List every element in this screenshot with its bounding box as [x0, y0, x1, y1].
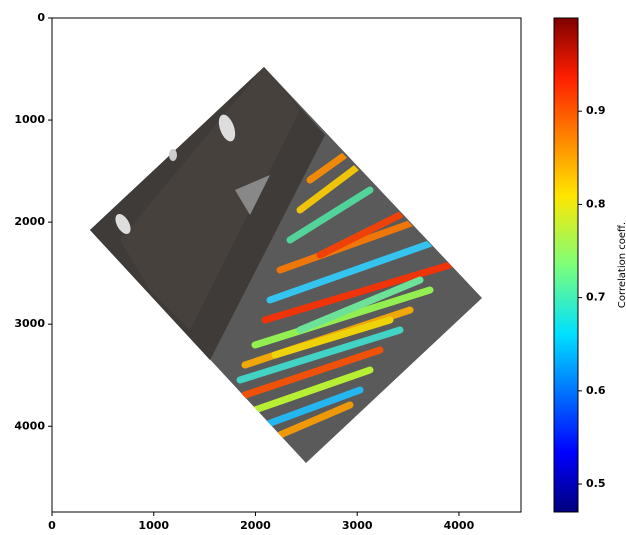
colorbar-tick-label: 0.9: [586, 104, 606, 117]
colorbar-label: Correlation coeff.: [617, 222, 626, 308]
colorbar-tick-label: 0.8: [586, 197, 606, 210]
x-tick-label: 3000: [342, 519, 373, 532]
x-tick-label: 2000: [240, 519, 271, 532]
y-tick-label: 3000: [14, 317, 45, 330]
y-tick-label: 1000: [14, 113, 45, 126]
colorbar-tick-label: 0.7: [586, 291, 606, 304]
colorbar: [554, 18, 578, 512]
x-tick-label: 1000: [138, 519, 169, 532]
image: [90, 67, 482, 463]
y-tick-label: 2000: [14, 215, 45, 228]
colorbar-tick-label: 0.5: [586, 477, 606, 490]
chart: Correlation coeff. 0 1000 2000 3000 4000 0 100…: [0, 0, 626, 535]
x-tick-label: 0: [48, 519, 56, 532]
y-tick-label: 4000: [14, 419, 45, 432]
y-tick-label: 0: [37, 11, 45, 24]
colorbar-tick-label: 0.6: [586, 384, 606, 397]
x-tick-label: 4000: [444, 519, 475, 532]
